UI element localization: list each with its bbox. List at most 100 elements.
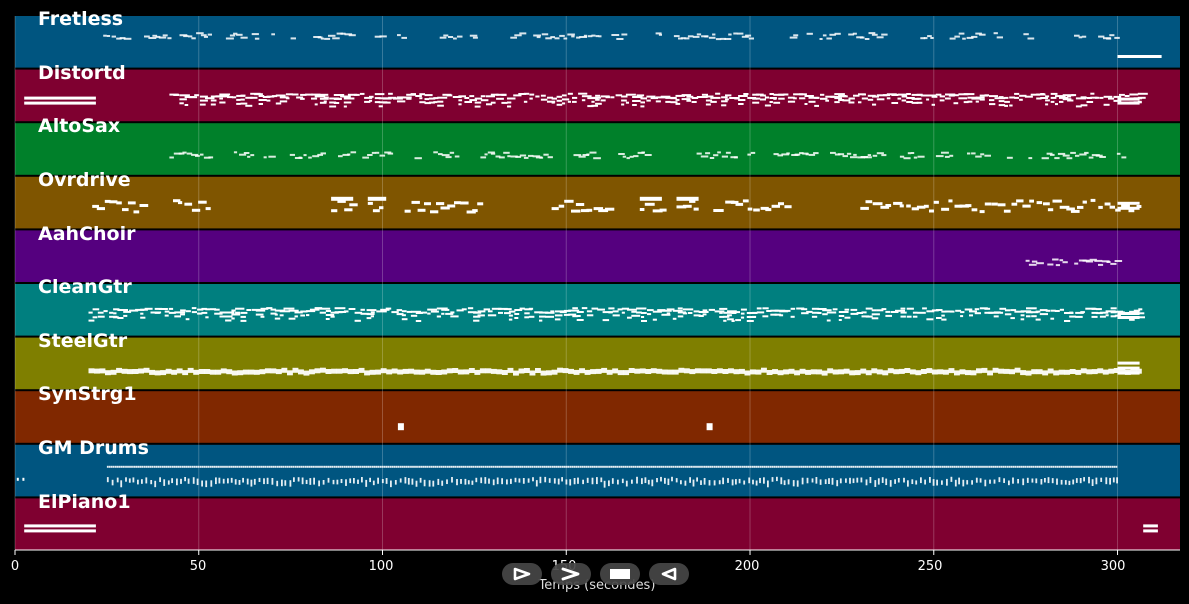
note bbox=[342, 153, 350, 156]
note bbox=[464, 101, 472, 103]
note bbox=[1073, 465, 1075, 468]
note bbox=[318, 480, 320, 487]
note bbox=[290, 465, 293, 468]
note bbox=[853, 153, 857, 156]
note bbox=[191, 307, 197, 310]
note bbox=[745, 465, 748, 468]
note bbox=[330, 315, 335, 318]
note bbox=[719, 315, 725, 318]
note bbox=[746, 320, 754, 322]
note bbox=[245, 96, 253, 99]
note bbox=[266, 99, 271, 102]
note bbox=[820, 93, 825, 96]
track-label-aahchoir: AahChoir bbox=[38, 223, 136, 245]
note bbox=[348, 34, 356, 37]
note bbox=[1077, 205, 1084, 209]
note bbox=[201, 307, 207, 310]
note bbox=[353, 93, 360, 96]
note bbox=[864, 156, 872, 159]
note bbox=[1032, 465, 1035, 468]
note bbox=[919, 465, 922, 468]
play-button[interactable] bbox=[502, 563, 542, 585]
note bbox=[917, 311, 926, 314]
note bbox=[746, 312, 757, 314]
note bbox=[187, 367, 194, 373]
note bbox=[487, 151, 495, 154]
note bbox=[504, 308, 512, 311]
note bbox=[554, 314, 563, 317]
note bbox=[672, 369, 679, 375]
note bbox=[374, 35, 382, 38]
note bbox=[349, 203, 358, 207]
note bbox=[236, 102, 241, 105]
note bbox=[1027, 37, 1035, 40]
note bbox=[301, 477, 304, 485]
note bbox=[1064, 369, 1071, 375]
note bbox=[856, 36, 864, 39]
rewind-button[interactable] bbox=[649, 563, 689, 585]
note bbox=[193, 465, 196, 468]
note bbox=[1072, 479, 1075, 485]
note bbox=[666, 308, 675, 311]
note bbox=[838, 95, 847, 97]
note bbox=[628, 368, 635, 373]
note bbox=[300, 93, 307, 96]
note bbox=[486, 465, 489, 468]
note bbox=[366, 313, 375, 316]
note bbox=[1119, 367, 1126, 373]
note bbox=[1045, 99, 1050, 102]
note bbox=[819, 479, 822, 485]
note bbox=[432, 480, 435, 487]
note bbox=[369, 99, 373, 102]
note bbox=[369, 369, 376, 375]
note bbox=[740, 316, 745, 319]
note bbox=[179, 102, 184, 105]
note bbox=[298, 465, 301, 468]
note bbox=[962, 479, 965, 487]
note bbox=[848, 465, 851, 468]
stop-button[interactable] bbox=[600, 563, 640, 585]
note bbox=[670, 465, 673, 468]
note bbox=[467, 307, 474, 310]
note bbox=[975, 155, 982, 158]
note bbox=[401, 314, 406, 317]
note bbox=[1110, 307, 1117, 310]
note bbox=[858, 93, 866, 96]
note bbox=[801, 312, 809, 315]
note bbox=[966, 36, 974, 39]
note bbox=[565, 465, 568, 468]
note bbox=[972, 465, 974, 468]
note bbox=[606, 465, 608, 468]
note bbox=[385, 478, 388, 484]
note bbox=[501, 101, 508, 104]
note bbox=[777, 154, 783, 157]
note bbox=[487, 310, 493, 313]
note bbox=[780, 465, 782, 468]
note bbox=[288, 309, 299, 312]
note bbox=[495, 155, 501, 158]
note bbox=[201, 465, 204, 468]
note bbox=[871, 313, 880, 316]
forward-button[interactable] bbox=[551, 563, 591, 585]
note bbox=[303, 154, 307, 157]
note bbox=[926, 318, 934, 321]
note bbox=[480, 477, 483, 484]
note bbox=[725, 465, 728, 468]
note bbox=[636, 476, 638, 484]
note bbox=[1039, 309, 1048, 312]
note bbox=[171, 465, 174, 468]
note bbox=[430, 310, 439, 313]
note bbox=[195, 154, 200, 157]
note bbox=[428, 480, 431, 487]
note bbox=[440, 465, 443, 468]
note bbox=[271, 33, 275, 36]
note bbox=[915, 480, 918, 485]
note bbox=[490, 152, 496, 155]
note bbox=[173, 94, 180, 96]
note bbox=[236, 465, 238, 468]
note bbox=[1016, 199, 1024, 203]
note bbox=[979, 307, 988, 310]
note bbox=[735, 319, 741, 322]
note bbox=[577, 477, 579, 484]
note bbox=[728, 33, 732, 36]
